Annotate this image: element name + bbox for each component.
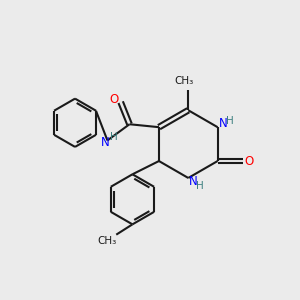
Text: CH₃: CH₃ [174,76,194,86]
Text: O: O [110,93,119,106]
Text: CH₃: CH₃ [97,236,116,246]
Text: N: N [101,136,110,149]
Text: N: N [218,117,227,130]
Text: N: N [189,175,198,188]
Text: O: O [244,154,254,167]
Text: H: H [226,116,234,126]
Text: H: H [110,133,118,142]
Text: H: H [196,181,203,191]
